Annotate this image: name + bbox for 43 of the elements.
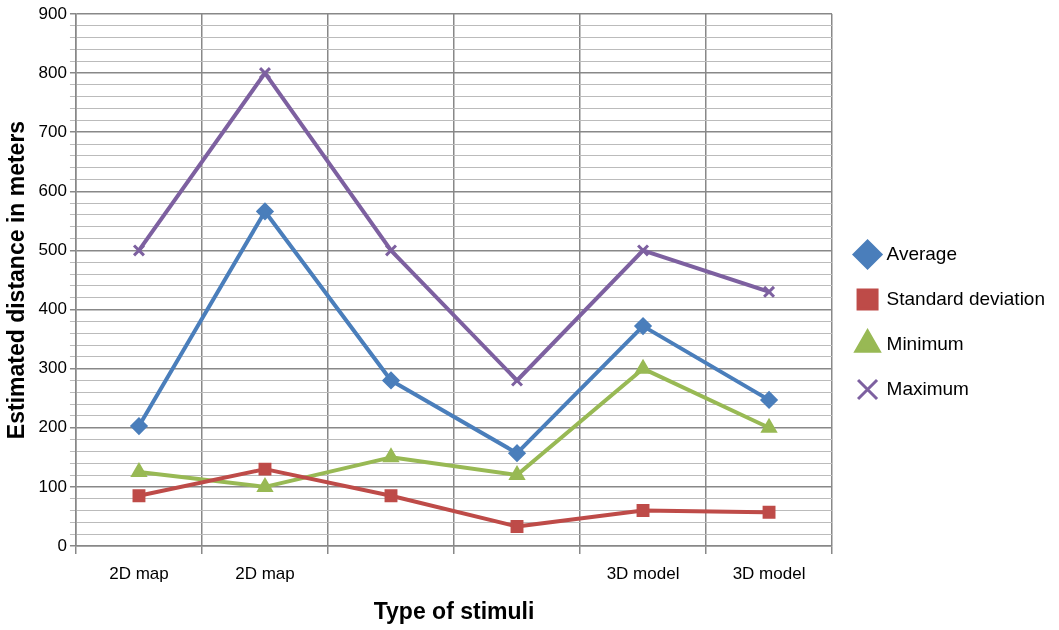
- point: [258, 66, 272, 80]
- point: [132, 244, 146, 257]
- point: [383, 448, 399, 463]
- point: [760, 391, 778, 409]
- y-tick-label: 400: [38, 299, 67, 319]
- point: [636, 244, 650, 257]
- x-tick-label: 2D map: [235, 563, 295, 583]
- point: [132, 489, 146, 503]
- point: [131, 463, 147, 478]
- point: [256, 202, 274, 220]
- legend-label: Minimum: [886, 332, 964, 354]
- point: [635, 360, 651, 374]
- y-axis-title: Estimated distance in meters: [3, 120, 30, 440]
- y-tick-label: 100: [38, 476, 67, 496]
- point: [382, 371, 400, 389]
- point: [384, 489, 398, 503]
- point: [634, 317, 652, 335]
- point: [130, 417, 148, 435]
- x-tick-label: 3D model: [732, 563, 806, 583]
- point: [762, 505, 776, 519]
- x-axis-title: Type of stimuli: [373, 597, 535, 624]
- point: [761, 419, 777, 433]
- legend-label: Average: [886, 242, 957, 264]
- x-tick-label: 3D model: [606, 563, 680, 583]
- legend-label: Maximum: [886, 377, 969, 399]
- y-tick-label: 700: [38, 121, 67, 141]
- y-tick-label: 800: [38, 62, 67, 82]
- point: [508, 444, 526, 462]
- point: [509, 466, 525, 481]
- point: [257, 478, 273, 492]
- x-tick-label: 2D map: [109, 563, 169, 583]
- point: [258, 462, 272, 476]
- point: [384, 244, 398, 257]
- point: [510, 520, 524, 533]
- y-tick-label: 0: [57, 535, 67, 555]
- point: [636, 504, 650, 517]
- point: [762, 285, 776, 299]
- legend-label: Standard deviation: [886, 287, 1046, 309]
- y-tick-label: 900: [38, 3, 67, 23]
- y-tick-label: 200: [38, 417, 67, 437]
- y-tick-label: 500: [38, 240, 67, 260]
- y-tick-label: 600: [38, 181, 67, 201]
- y-tick-label: 300: [38, 358, 67, 378]
